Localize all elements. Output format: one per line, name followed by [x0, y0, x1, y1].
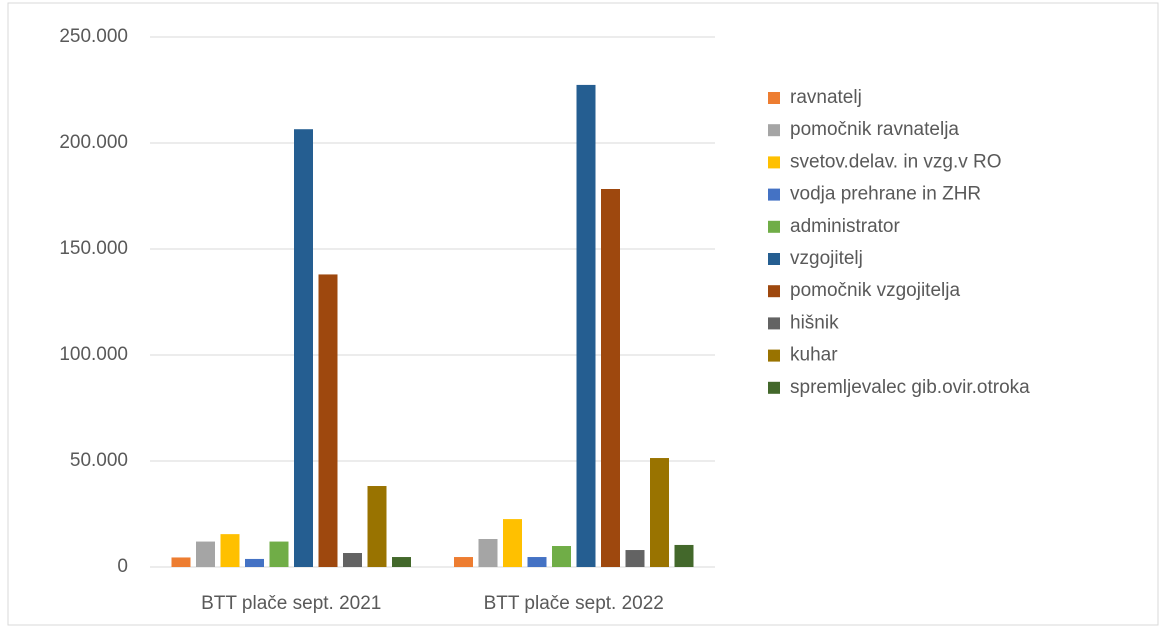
bar — [527, 557, 547, 567]
bar — [294, 129, 313, 567]
bar — [478, 539, 498, 567]
legend-label: ravnatelj — [790, 87, 862, 108]
legend-swatch — [768, 156, 780, 169]
legend-swatch — [768, 188, 780, 201]
legend-swatch — [768, 317, 780, 330]
bar — [171, 557, 191, 567]
legend-swatch — [768, 381, 780, 394]
bar — [625, 550, 645, 567]
bar — [552, 546, 571, 567]
legend-label: spremljevalec gib.ovir.otroka — [790, 377, 1030, 398]
bar — [367, 486, 387, 567]
legend-swatch — [768, 285, 780, 298]
y-tick-label: 50.000 — [70, 450, 128, 471]
y-tick-label: 100.000 — [59, 344, 128, 365]
y-tick-label: 0 — [117, 556, 128, 577]
legend-label: pomočnik ravnatelja — [790, 119, 959, 140]
legend-label: kuhar — [790, 345, 838, 366]
bar — [503, 519, 522, 567]
bar — [318, 274, 338, 567]
bar — [576, 84, 596, 568]
legend-swatch — [768, 349, 780, 362]
bar — [196, 541, 215, 567]
bar — [392, 557, 411, 567]
x-tick-label: BTT plače sept. 2022 — [484, 593, 664, 614]
legend-label: hišnik — [790, 312, 839, 333]
legend-label: pomočnik vzgojitelja — [790, 280, 960, 301]
y-tick-label: 250.000 — [59, 26, 128, 47]
legend-label: vzgojitelj — [790, 248, 863, 269]
x-tick-label: BTT plače sept. 2021 — [201, 593, 381, 614]
y-tick-label: 200.000 — [59, 132, 128, 153]
legend-label: vodja prehrane in ZHR — [790, 184, 981, 205]
legend-label: svetov.delav. in vzg.v RO — [790, 151, 1002, 172]
y-tick-label: 150.000 — [59, 238, 128, 259]
bar — [343, 553, 362, 567]
bar — [245, 558, 264, 567]
legend-swatch — [768, 92, 780, 104]
bar — [454, 557, 473, 567]
legend-swatch — [768, 220, 780, 233]
bar — [601, 189, 620, 567]
legend-swatch — [768, 124, 780, 137]
bar — [220, 534, 240, 567]
bar — [650, 458, 669, 567]
bar — [674, 544, 694, 567]
legend-swatch — [768, 253, 780, 265]
legend-label: administrator — [790, 216, 900, 237]
bar — [269, 541, 289, 567]
